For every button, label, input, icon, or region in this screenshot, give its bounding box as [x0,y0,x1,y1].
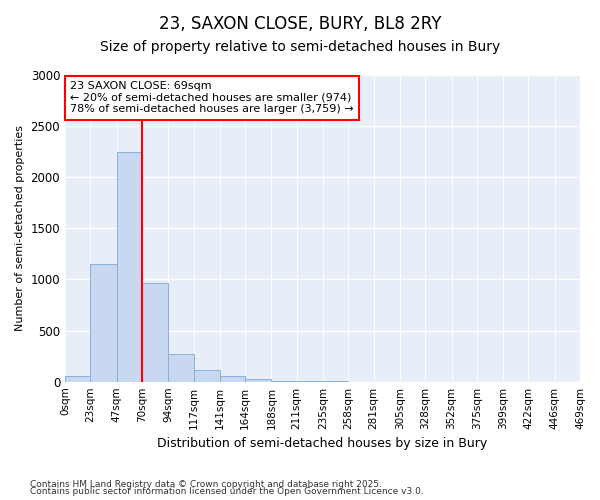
Bar [194,370,220,382]
Bar [142,282,168,382]
X-axis label: Distribution of semi-detached houses by size in Bury: Distribution of semi-detached houses by … [157,437,488,450]
Text: 23, SAXON CLOSE, BURY, BL8 2RY: 23, SAXON CLOSE, BURY, BL8 2RY [159,15,441,33]
Bar [116,152,142,382]
Text: Contains HM Land Registry data © Crown copyright and database right 2025.: Contains HM Land Registry data © Crown c… [30,480,382,489]
Bar [65,376,90,382]
Text: 23 SAXON CLOSE: 69sqm
← 20% of semi-detached houses are smaller (974)
78% of sem: 23 SAXON CLOSE: 69sqm ← 20% of semi-deta… [70,81,354,114]
Text: Size of property relative to semi-detached houses in Bury: Size of property relative to semi-detach… [100,40,500,54]
Y-axis label: Number of semi-detached properties: Number of semi-detached properties [15,126,25,332]
Bar [271,381,297,382]
Bar [220,376,245,382]
Bar [168,354,194,382]
Text: Contains public sector information licensed under the Open Government Licence v3: Contains public sector information licen… [30,487,424,496]
Bar [90,264,116,382]
Bar [245,378,271,382]
